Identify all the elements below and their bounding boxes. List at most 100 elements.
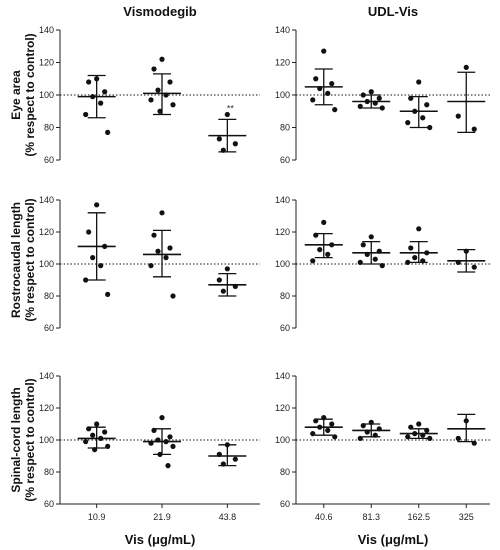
panel-f-xtick-label-3: 325	[459, 512, 474, 522]
panel-a-group-1-point-5	[148, 97, 154, 103]
ylabel-row-1: Eye area (% respect to control)	[9, 33, 37, 156]
panel-d-ytick-label-100: 100	[275, 259, 290, 269]
panel-c-group-2-point-0	[224, 266, 230, 272]
panel-e-ytick-label-120: 120	[39, 403, 54, 413]
panel-e-group-2-point-0	[224, 442, 230, 448]
panel-e-group-0-point-1	[86, 426, 92, 432]
panel-b-group-1-point-4	[372, 100, 378, 106]
panel-f-group-2	[399, 421, 438, 441]
panel-b: 60 80 100 120 140	[275, 25, 490, 165]
panel-f-group-1-point-0	[368, 419, 374, 425]
panel-e-group-1-point-5	[148, 440, 154, 446]
panel-a-group-0-point-5	[83, 111, 89, 118]
panel-e-group-0-point-2	[102, 429, 108, 435]
panel-a-group-2-point-3	[220, 147, 226, 153]
panel-e-group-1-point-7	[157, 451, 163, 457]
panel-d-group-1	[352, 234, 391, 269]
panel-e-group-0-point-0	[94, 421, 100, 427]
panel-f-group-1-point-1	[360, 423, 366, 429]
panel-e-group-0	[77, 421, 116, 453]
panel-d-group-1-point-4	[372, 256, 378, 262]
panel-f: 60 80 100 120 140 40.6 81.3 162.5 325	[275, 371, 490, 522]
panel-d-ytick-label-80: 80	[280, 291, 290, 301]
panel-c-group-0-point-1	[86, 229, 92, 235]
panel-b-group-3-point-2	[471, 126, 477, 132]
panel-e: 60 80 100 120 140 10.9 21.9 43.8	[39, 371, 260, 522]
panel-c-ytick-label-120: 120	[39, 227, 54, 237]
panel-b-group-2	[399, 79, 438, 131]
panel-f-ytick-label-80: 80	[280, 467, 290, 477]
panel-d-group-2	[399, 226, 438, 265]
panel-b-group-0-point-3	[317, 85, 323, 92]
panel-b-group-2-point-3	[412, 108, 418, 114]
panel-f-group-3-point-1	[455, 435, 461, 441]
panel-b-group-2-point-2	[424, 102, 430, 108]
panel-e-group-2-point-3	[220, 461, 226, 467]
panel-a-group-1-point-3	[155, 87, 161, 93]
panel-b-group-2-point-1	[408, 95, 414, 101]
panel-c-ytick-label-100: 100	[39, 259, 54, 269]
panel-c-ytick-label-140: 140	[39, 195, 54, 205]
panel-e-xtick-label-2: 43.8	[219, 512, 237, 522]
panel-d-group-2-point-5	[405, 259, 411, 265]
panel-c: 60 80 100 120 140	[39, 195, 260, 333]
panel-e-group-1-point-2	[167, 434, 173, 440]
ylabel-row-3-line-2: (% respect to control)	[23, 378, 37, 501]
panel-f-ytick-label-120: 120	[275, 403, 290, 413]
panel-a-group-1-point-6	[170, 102, 176, 108]
panel-c-ytick-label-80: 80	[44, 291, 54, 301]
panel-d: 60 80 100 120 140	[275, 195, 490, 333]
panel-b-group-3-point-0	[463, 64, 469, 70]
panel-f-group-2-point-1	[408, 424, 414, 430]
panel-a-group-2-point-0	[224, 111, 230, 118]
panel-d-group-1-point-1	[360, 242, 366, 248]
panel-a-group-1-point-2	[167, 79, 173, 85]
panel-e-group-1-point-0	[159, 415, 165, 421]
panel-b-group-1-point-3	[364, 98, 370, 105]
panel-f-group-3	[447, 413, 486, 446]
panel-a-group-0-point-0	[94, 76, 100, 82]
panel-d-group-2-point-1	[408, 245, 414, 251]
panel-a-group-0-point-4	[98, 100, 104, 106]
ylabel-row-2: Rostrocaudal length (% respect to contro…	[9, 198, 37, 321]
panel-e-group-1	[143, 415, 181, 469]
panel-c-group-1-point-0	[159, 210, 165, 216]
panel-b-ytick-label-140: 140	[275, 25, 290, 35]
panel-e-ytick-label-80: 80	[44, 467, 54, 477]
panel-a-group-0-point-2	[102, 89, 108, 95]
panel-b-ytick-label-100: 100	[275, 90, 290, 100]
panel-d-group-0-point-0	[321, 219, 327, 225]
panel-f-group-1-point-5	[357, 435, 363, 441]
panel-f-group-0-point-4	[325, 427, 331, 433]
panel-b-group-2-point-5	[405, 120, 411, 126]
panel-b-group-1-point-0	[368, 89, 374, 95]
panel-b-group-0-point-1	[313, 76, 319, 82]
panel-d-group-1-point-0	[368, 234, 374, 240]
ylabel-row-2-line-1: Rostrocaudal length	[9, 202, 23, 318]
panel-a-group-1-point-0	[159, 56, 165, 62]
panel-d-group-0-point-5	[310, 258, 316, 264]
panel-b-group-2-point-0	[416, 79, 422, 85]
panel-d-group-0	[304, 219, 343, 264]
panel-b-group-0-point-6	[332, 107, 338, 113]
panel-f-xtick-label-2: 162.5	[407, 512, 430, 522]
ylabel-row-3: Spinal-cord length (% respect to control…	[9, 378, 37, 501]
panel-d-group-2-point-3	[412, 255, 418, 261]
panel-f-group-0-point-3	[317, 424, 323, 430]
panel-c-group-0-point-4	[98, 263, 104, 269]
panel-f-group-0-point-0	[321, 415, 327, 421]
panel-c-group-1-point-1	[151, 232, 157, 238]
panel-b-group-1-point-2	[376, 95, 382, 101]
panel-c-group-1-point-4	[163, 255, 169, 261]
panel-d-group-0-point-4	[325, 251, 331, 257]
panel-f-group-1-point-3	[364, 429, 370, 435]
panel-e-group-0-point-5	[83, 439, 89, 445]
panel-d-group-2-point-4	[420, 258, 426, 264]
panel-b-group-1-point-6	[379, 105, 385, 111]
panel-c-group-2-point-2	[232, 283, 238, 289]
panel-c-group-0-point-6	[105, 291, 111, 297]
panel-e-group-1-point-6	[170, 443, 176, 449]
column-title-vismodegib: Vismodegib	[123, 4, 197, 19]
panel-e-group-2-point-2	[232, 456, 238, 462]
panel-c-group-1-point-6	[170, 293, 176, 299]
